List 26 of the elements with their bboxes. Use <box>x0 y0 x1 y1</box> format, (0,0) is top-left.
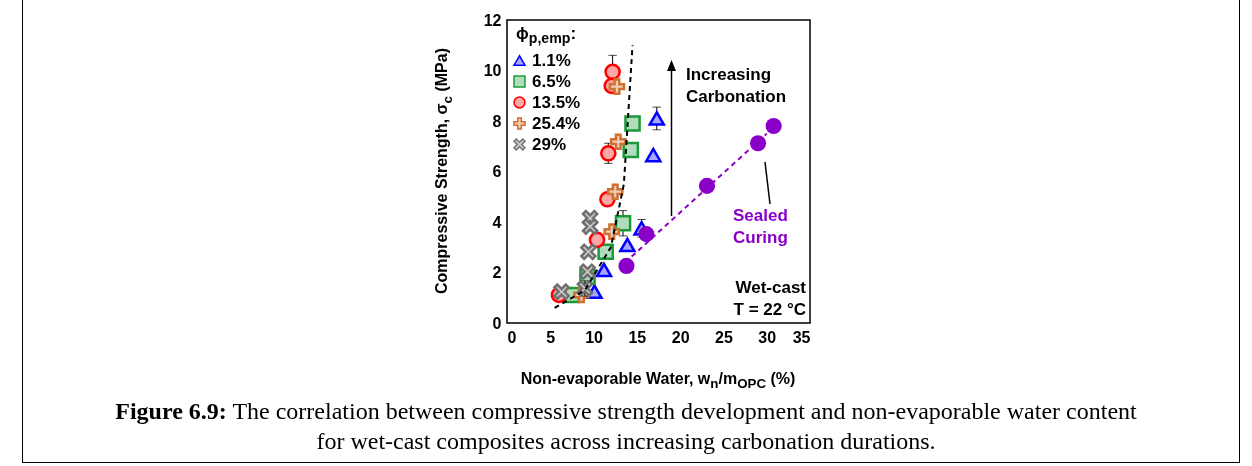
y-tick-label: 6 <box>492 163 502 180</box>
x-tick-label: 25 <box>715 328 733 346</box>
x-tick-label: 10 <box>585 328 604 346</box>
x-tick-label: 35 <box>792 328 811 346</box>
annotation: Wet-cast T = 22 °C <box>733 277 806 321</box>
legend-label: 1.1% <box>532 50 571 70</box>
x-tick-label: 15 <box>628 328 647 346</box>
legend-label: 29% <box>532 134 567 154</box>
annotation: Increasing Carbonation <box>686 64 787 108</box>
legend-label: 6.5% <box>532 71 571 91</box>
y-tick-label: 0 <box>492 314 502 332</box>
legend-title: ϕ$_{p,emp}$: <box>516 24 577 47</box>
y-tick-label: 4 <box>492 213 502 231</box>
y-tick-label: 2 <box>492 264 502 281</box>
x-tick-label: 30 <box>758 328 777 346</box>
legend-label: 25.4% <box>532 113 581 133</box>
x-tick-label: 20 <box>671 328 690 346</box>
y-tick-label: 8 <box>492 112 502 130</box>
x-axis-title: Non-evaporable Water, w$_{n}$/m$_{OPC}$ (%) <box>519 370 797 392</box>
legend-label: 13.5% <box>532 92 581 112</box>
y-tick-label: 12 <box>483 11 502 29</box>
caption: Figure 6.9: The correlation between compressive strength development and non-evaporable water content for wet-cast composites across increasing carbonation durations. <box>114 397 1138 456</box>
annotation: Sealed Curing <box>733 205 788 249</box>
x-tick-label: 0 <box>507 328 517 346</box>
y-tick-label: 10 <box>483 62 502 79</box>
x-tick-label: 5 <box>546 328 556 346</box>
